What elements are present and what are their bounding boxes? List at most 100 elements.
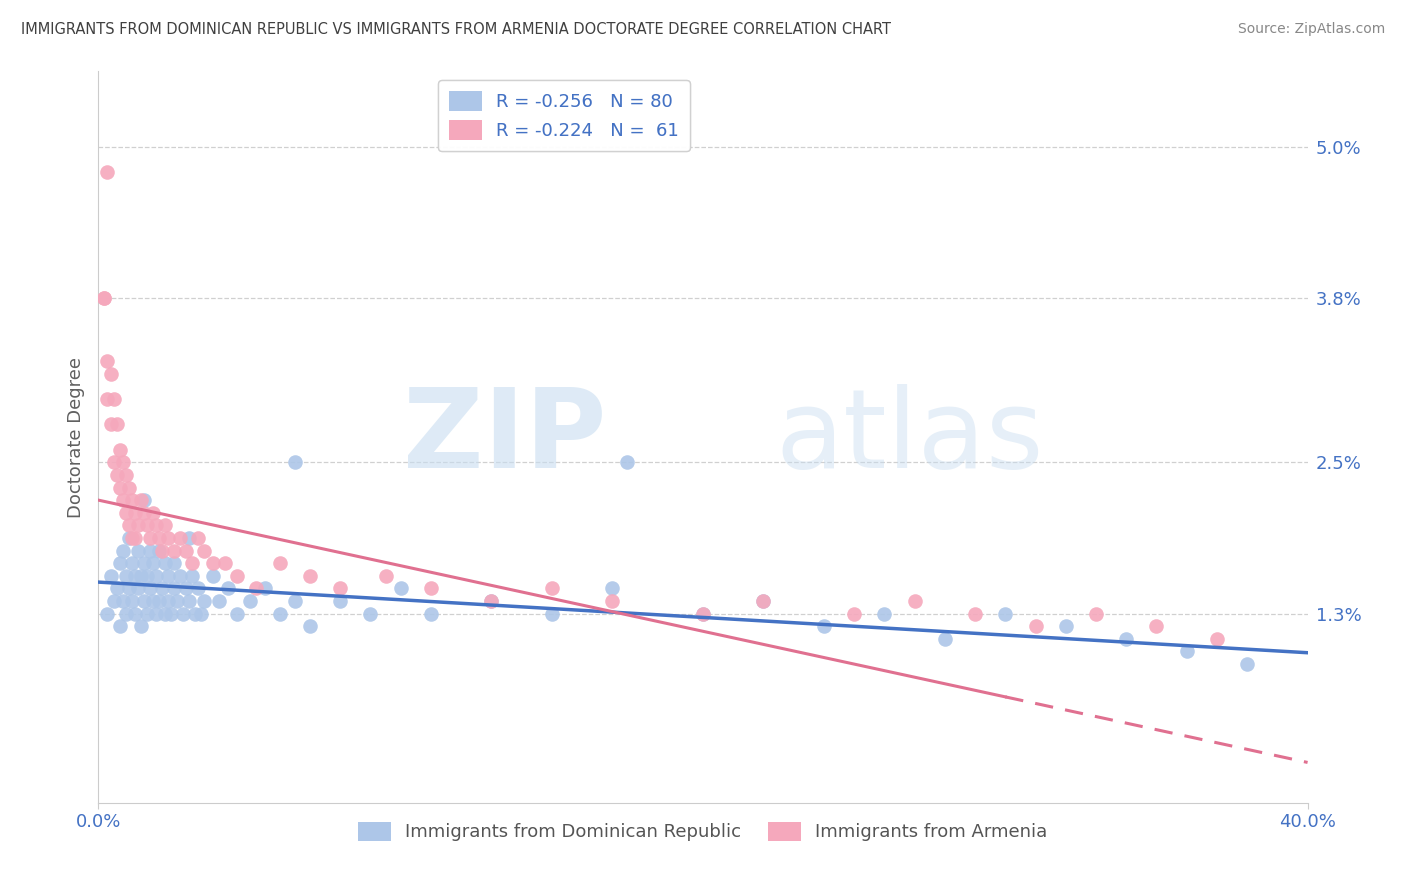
Point [1085,607,1108,621]
Point [752,594,775,608]
Point [299,569,322,583]
Point [93,291,115,305]
Point [148,594,170,608]
Text: Source: ZipAtlas.com: Source: ZipAtlas.com [1237,22,1385,37]
Point [129,493,152,508]
Point [166,594,188,608]
Point [389,582,412,596]
Point [160,607,183,621]
Point [96,354,118,368]
Point [172,607,194,621]
Point [374,569,396,583]
Point [481,594,503,608]
Y-axis label: Doctorate Degree: Doctorate Degree [66,357,84,517]
Point [124,506,146,520]
Point [329,582,352,596]
Point [121,556,143,570]
Point [360,607,382,621]
Point [169,531,191,545]
Point [602,594,624,608]
Point [114,467,136,482]
Point [169,569,191,583]
Point [1115,632,1137,646]
Point [118,481,141,495]
Point [96,165,118,179]
Point [105,417,128,432]
Point [145,569,167,583]
Point [135,518,157,533]
Point [752,594,775,608]
Point [103,455,125,469]
Point [269,556,291,570]
Point [284,594,307,608]
Point [153,556,176,570]
Point [208,594,231,608]
Point [163,556,186,570]
Text: ZIP: ZIP [404,384,606,491]
Point [1175,644,1198,658]
Point [692,607,714,621]
Point [111,543,134,558]
Point [202,569,225,583]
Point [873,607,896,621]
Point [118,518,141,533]
Point [124,531,146,545]
Point [100,417,122,432]
Point [132,493,155,508]
Point [148,531,170,545]
Point [100,569,122,583]
Point [844,607,866,621]
Point [994,607,1017,621]
Point [1144,619,1167,633]
Point [118,531,141,545]
Point [179,531,201,545]
Point [96,607,118,621]
Legend: R = -0.256   N = 80, R = -0.224   N =  61: R = -0.256 N = 80, R = -0.224 N = 61 [439,80,689,151]
Point [142,594,165,608]
Point [602,582,624,596]
Point [121,493,143,508]
Point [174,582,197,596]
Point [193,594,215,608]
Point [132,594,155,608]
Point [108,619,131,633]
Point [129,569,152,583]
Point [135,607,157,621]
Point [156,594,179,608]
Point [150,543,173,558]
Point [139,543,162,558]
Point [540,582,562,596]
Point [129,619,152,633]
Point [299,619,322,633]
Point [156,569,179,583]
Point [118,582,141,596]
Point [135,569,157,583]
Point [1054,619,1077,633]
Point [103,392,125,407]
Point [692,607,714,621]
Point [174,543,197,558]
Point [187,531,209,545]
Point [226,607,249,621]
Point [105,467,128,482]
Point [481,594,503,608]
Point [139,531,162,545]
Point [214,556,236,570]
Point [132,506,155,520]
Point [132,556,155,570]
Point [1206,632,1229,646]
Point [934,632,956,646]
Point [904,594,927,608]
Point [190,607,212,621]
Point [163,582,186,596]
Point [139,582,162,596]
Point [1236,657,1258,671]
Point [420,607,443,621]
Point [105,582,128,596]
Point [163,543,186,558]
Point [181,569,204,583]
Point [124,607,146,621]
Point [179,594,201,608]
Point [616,455,638,469]
Point [329,594,352,608]
